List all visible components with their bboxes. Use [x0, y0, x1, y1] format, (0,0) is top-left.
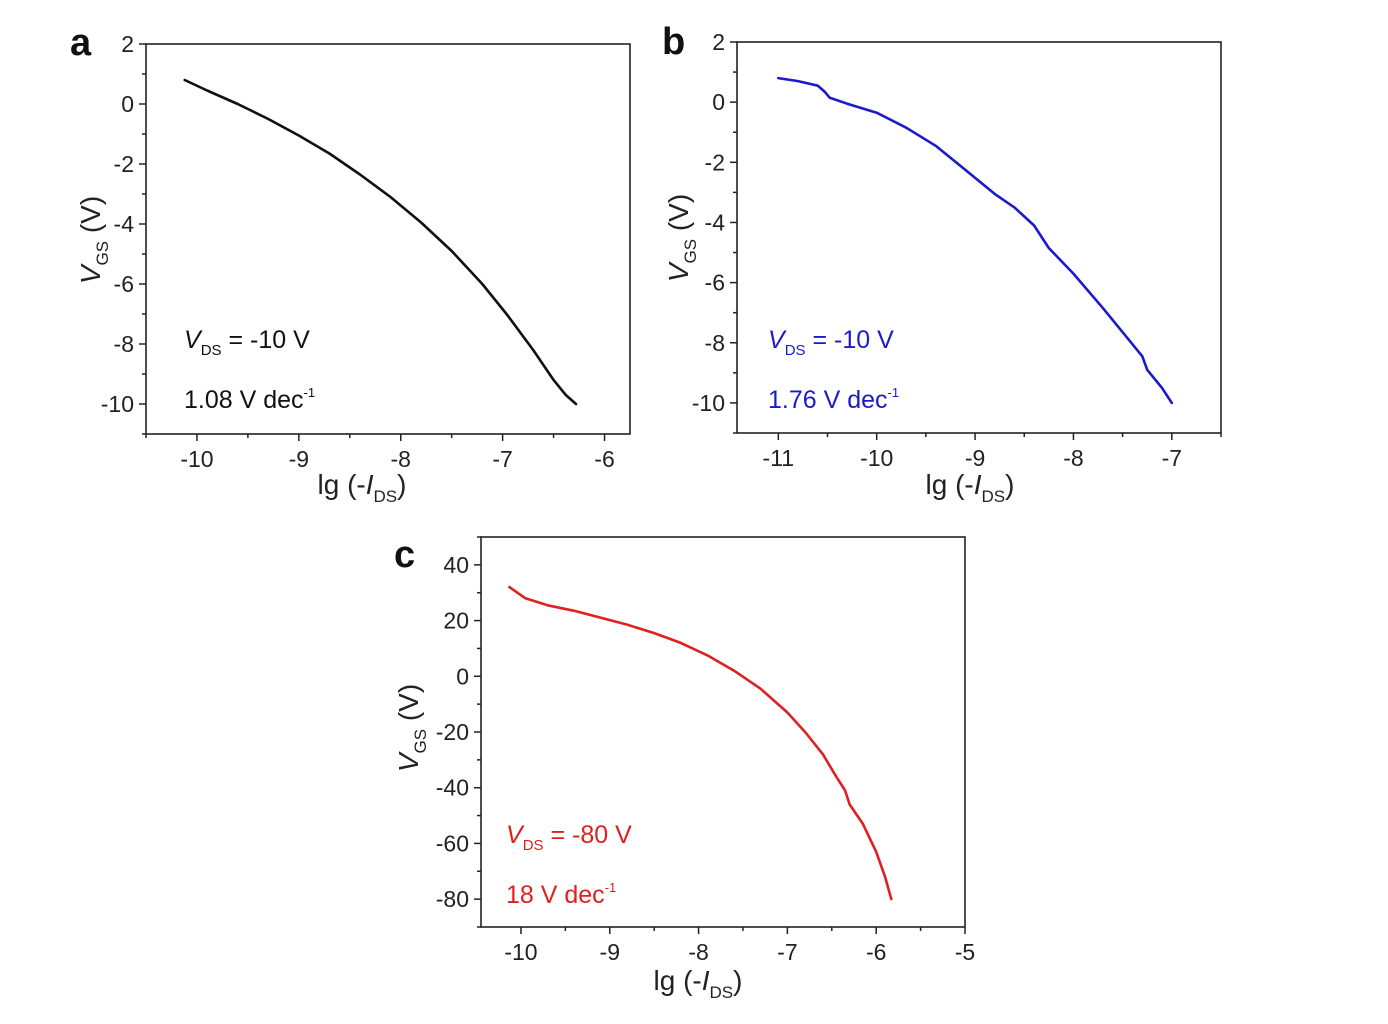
y-tick-label: 0	[121, 91, 134, 117]
x-tick-label: -8	[391, 446, 411, 472]
x-tick-label: -5	[955, 939, 975, 965]
y-tick-label: 20	[443, 608, 469, 634]
y-axis-label: VGS (V)	[75, 196, 112, 284]
y-tick-label: 2	[712, 29, 725, 55]
x-tick-label: -6	[594, 446, 614, 472]
swing-annotation: 1.08 V dec-1	[184, 385, 315, 414]
plot-frame	[145, 43, 631, 435]
vds-annotation: VDS = -80 V	[506, 821, 632, 854]
y-tick-label: -6	[705, 270, 725, 296]
vds-annotation: VDS = -10 V	[184, 326, 310, 359]
x-tick-label: -9	[289, 446, 309, 472]
y-tick-label: -6	[114, 271, 134, 297]
x-tick-label: -7	[777, 939, 797, 965]
transfer-curve	[508, 585, 893, 901]
swing-annotation: 18 V dec-1	[506, 880, 616, 909]
panel-letter: c	[394, 534, 415, 576]
swing-annotation: 1.76 V dec-1	[768, 385, 899, 414]
vds-annotation: VDS = -10 V	[768, 326, 894, 359]
x-tick-label: -8	[1063, 445, 1083, 471]
y-tick-label: 0	[712, 89, 725, 115]
panel-letter: a	[70, 22, 92, 64]
x-tick-label: -7	[492, 446, 512, 472]
transfer-curve	[777, 76, 1174, 405]
y-tick-label: -8	[114, 331, 134, 357]
y-tick-label: -40	[436, 775, 469, 801]
y-tick-label: 40	[443, 552, 469, 578]
y-axis-label: VGS (V)	[663, 194, 700, 282]
plot-frame	[736, 41, 1222, 434]
plot-frame	[480, 536, 966, 928]
x-tick-label: -8	[688, 939, 708, 965]
x-tick-label: -6	[866, 939, 886, 965]
transfer-curve	[183, 78, 578, 406]
y-tick-label: -80	[436, 886, 469, 912]
panel-b: b -11 -10 -9 -8 -7 2 0 -2 -4 -6 -8 -10 lg (-IDS) VGS (…	[662, 21, 1222, 506]
y-tick-label: 0	[456, 663, 469, 689]
x-tick-label: -9	[965, 445, 985, 471]
x-tick-label: -7	[1162, 445, 1182, 471]
y-tick-label: -60	[436, 830, 469, 856]
panel-a: a -10 -9 -8 -7 -6 2 0 -2 -4 -6 -8 -10 lg (-IDS) VGS (V…	[70, 22, 631, 506]
y-tick-label: -8	[705, 330, 725, 356]
y-tick-label: -4	[705, 209, 726, 235]
x-tick-label: -10	[504, 939, 537, 965]
y-tick-label: 2	[121, 31, 134, 57]
y-axis-label: VGS (V)	[393, 684, 430, 772]
x-tick-label: -10	[180, 446, 213, 472]
panel-c: c -10 -9 -8 -7 -6 -5 40 20 0 -20 -40 -60 -80 lg (-IDS)…	[393, 534, 975, 1002]
y-tick-label: -4	[114, 211, 135, 237]
x-tick-label: -10	[860, 445, 893, 471]
panel-letter: b	[662, 21, 685, 63]
x-tick-label: -11	[763, 445, 795, 471]
x-axis-label: lg (-IDS)	[926, 469, 1015, 506]
y-tick-label: -20	[436, 719, 469, 745]
y-tick-label: -2	[705, 149, 725, 175]
y-tick-label: -2	[114, 151, 134, 177]
y-tick-label: -10	[692, 390, 725, 416]
y-tick-label: -10	[101, 391, 134, 417]
x-axis-label: lg (-IDS)	[654, 965, 743, 1002]
x-axis-label: lg (-IDS)	[318, 469, 407, 506]
x-tick-label: -9	[600, 939, 620, 965]
